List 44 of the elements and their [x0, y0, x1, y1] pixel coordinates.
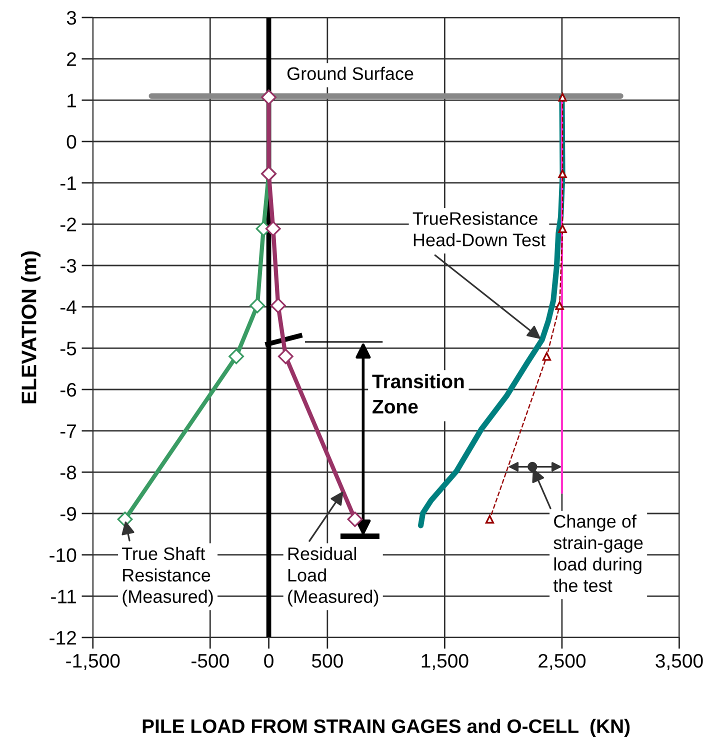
y-tick-label: 3 — [66, 10, 76, 25]
point — [250, 298, 265, 314]
annotation: True Shaft Resistance (Measured) — [122, 546, 213, 607]
point — [558, 224, 567, 234]
y-tick-label: -9 — [60, 506, 76, 521]
point — [558, 92, 567, 102]
y-tick-label: -10 — [50, 548, 76, 562]
x-tick-label: -1,500 — [66, 654, 120, 670]
y-tick-label: -4 — [60, 300, 76, 314]
annotation: Ground Surface — [287, 66, 414, 80]
y-tick-label: -6 — [60, 382, 76, 397]
y-tick-label: -2 — [60, 218, 76, 232]
y-tick-label: -3 — [60, 258, 76, 273]
y-tick-label: -7 — [60, 424, 76, 438]
x-axis-title: PILE LOAD FROM STRAIN GAGES and O-CELL (KN) — [142, 718, 630, 737]
y-axis-title: ELEVATION (m) — [21, 251, 40, 404]
y-tick-label: -1 — [60, 176, 76, 190]
point — [265, 221, 281, 236]
point — [555, 301, 564, 310]
y-tick-label: -11 — [51, 590, 76, 604]
y-tick-label: -8 — [60, 466, 76, 480]
annotation: Transition Zone — [372, 374, 464, 414]
point — [278, 348, 294, 364]
x-tick-label: 2,500 — [538, 654, 586, 670]
point — [228, 348, 244, 364]
x-tick-label: -500 — [192, 654, 229, 668]
point — [117, 512, 133, 527]
annotation: Change of strain-gage load during the test — [553, 514, 643, 592]
x-tick-label: 0 — [264, 654, 274, 668]
y-tick-label: -12 — [50, 630, 76, 645]
x-tick-label: 3,500 — [656, 654, 703, 670]
y-tick-label: 2 — [67, 52, 76, 66]
y-tick-label: -5 — [60, 342, 76, 356]
point — [270, 298, 286, 314]
y-tick-label: 1 — [68, 94, 76, 108]
x-tick-label: 500 — [312, 654, 343, 668]
point — [347, 512, 363, 527]
y-tick-label: 0 — [66, 134, 76, 149]
point — [485, 514, 494, 524]
point — [542, 352, 552, 361]
annotation: TrueResistance Head-Down Test — [412, 212, 546, 246]
x-tick-label: 1,500 — [422, 654, 468, 670]
point — [558, 169, 567, 178]
annotation: Residual Load (Measured) — [288, 546, 378, 607]
